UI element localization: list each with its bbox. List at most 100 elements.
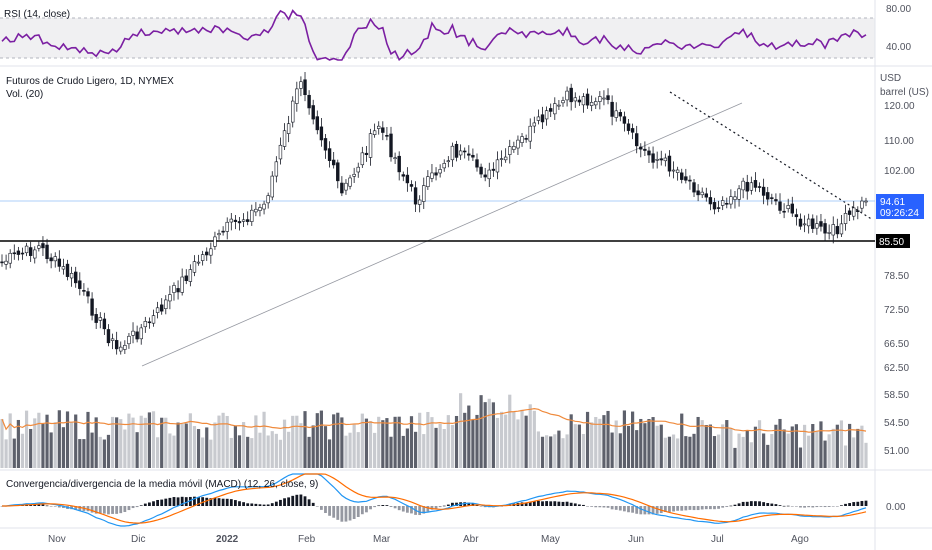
volume-bar (102, 439, 106, 468)
macd-histogram-bar (426, 506, 430, 512)
macd-histogram-bar (250, 503, 254, 506)
volume-bar (659, 424, 663, 468)
volume-bar (336, 412, 340, 468)
volume-bar (90, 432, 94, 468)
macd-histogram-bar (217, 498, 221, 506)
volume-bar (843, 445, 848, 468)
volume-bar (475, 414, 479, 468)
macd-histogram-bar (815, 506, 819, 508)
macd-histogram-bar (352, 506, 356, 519)
candle (598, 96, 602, 102)
candle (217, 233, 221, 236)
volume-bar (762, 433, 766, 468)
macd-histogram-bar (274, 501, 278, 506)
volume-bar (598, 418, 602, 468)
volume-bar (778, 418, 782, 468)
macd-histogram-bar (573, 503, 577, 506)
macd-histogram-bar (704, 506, 708, 510)
volume-bar (258, 432, 262, 468)
macd-histogram-bar (201, 497, 205, 506)
macd-histogram-bar (193, 496, 196, 506)
volume-bar (811, 424, 815, 468)
macd-histogram-bar (139, 505, 143, 506)
volume-bar (393, 416, 397, 468)
price-tick: 120.00 (884, 101, 915, 112)
candle (98, 317, 102, 321)
macd-histogram-bar (799, 506, 802, 508)
volume-bar (463, 412, 467, 468)
candle (438, 169, 442, 174)
candle (295, 88, 299, 104)
macd-histogram-bar (86, 506, 90, 512)
candle (282, 130, 287, 147)
macd-histogram-bar (123, 506, 127, 512)
volume-bar (65, 411, 70, 468)
volume-bar (725, 420, 729, 468)
volume-bar (405, 428, 409, 468)
volume-bar (622, 410, 627, 468)
macd-histogram-bar (381, 505, 385, 506)
volume-bar (516, 419, 520, 468)
macd-histogram-bar (287, 497, 291, 506)
x-tick: Feb (298, 534, 316, 545)
volume-bar (491, 402, 495, 468)
macd-histogram-bar (700, 506, 704, 510)
volume-bar (819, 421, 823, 468)
candle (106, 329, 111, 344)
volume-bar (348, 432, 352, 468)
rsi-line (1, 9, 867, 61)
volume-bar (630, 411, 635, 468)
support-value: 85.50 (879, 237, 904, 248)
macd-histogram-bar (762, 502, 766, 506)
candle (356, 166, 360, 173)
volume-bar (360, 413, 364, 468)
candle (258, 207, 262, 211)
macd-histogram-bar (119, 506, 123, 514)
macd-histogram-bar (840, 505, 843, 506)
volume-bar (135, 432, 139, 468)
candle (589, 102, 594, 106)
x-tick: Abr (463, 534, 479, 545)
volume-bar (106, 434, 111, 468)
candle (278, 144, 283, 160)
macd-signal-line (2, 473, 867, 524)
candle (45, 244, 49, 260)
volume-bar (319, 410, 323, 468)
candle (0, 261, 4, 264)
macd-histogram-bar (188, 496, 192, 506)
macd-histogram-bar (627, 506, 630, 513)
price-tick: 62.50 (884, 363, 909, 374)
volume-bar (413, 431, 418, 468)
candle (618, 112, 623, 117)
candle (8, 252, 12, 264)
price-tick: 54.50 (884, 418, 909, 429)
candle (553, 103, 557, 115)
volume-bar (110, 416, 115, 468)
candle (499, 158, 504, 160)
candle (307, 94, 311, 109)
candle (614, 110, 618, 118)
candle (168, 294, 172, 302)
volume-bar (524, 415, 528, 468)
volume-bar (852, 437, 856, 468)
volume-bar (213, 422, 217, 468)
candle (319, 126, 324, 141)
candle (184, 275, 188, 282)
macd-histogram-bar (684, 506, 688, 511)
volume-bar (127, 413, 131, 468)
candle (237, 221, 242, 224)
candle (544, 110, 549, 120)
volume-bar (499, 411, 504, 468)
macd-histogram-bar (455, 502, 458, 506)
price-tick: 51.00 (884, 446, 909, 457)
macd-histogram-bar (57, 506, 61, 508)
candle (512, 146, 516, 150)
macd-histogram-bar (365, 506, 368, 513)
candle (737, 188, 741, 200)
volume-bar (70, 422, 74, 468)
volume-bar (495, 417, 500, 468)
candle (82, 290, 86, 292)
volume-bars (0, 393, 868, 468)
rsi-band (0, 18, 875, 58)
volume-bar (45, 414, 49, 468)
